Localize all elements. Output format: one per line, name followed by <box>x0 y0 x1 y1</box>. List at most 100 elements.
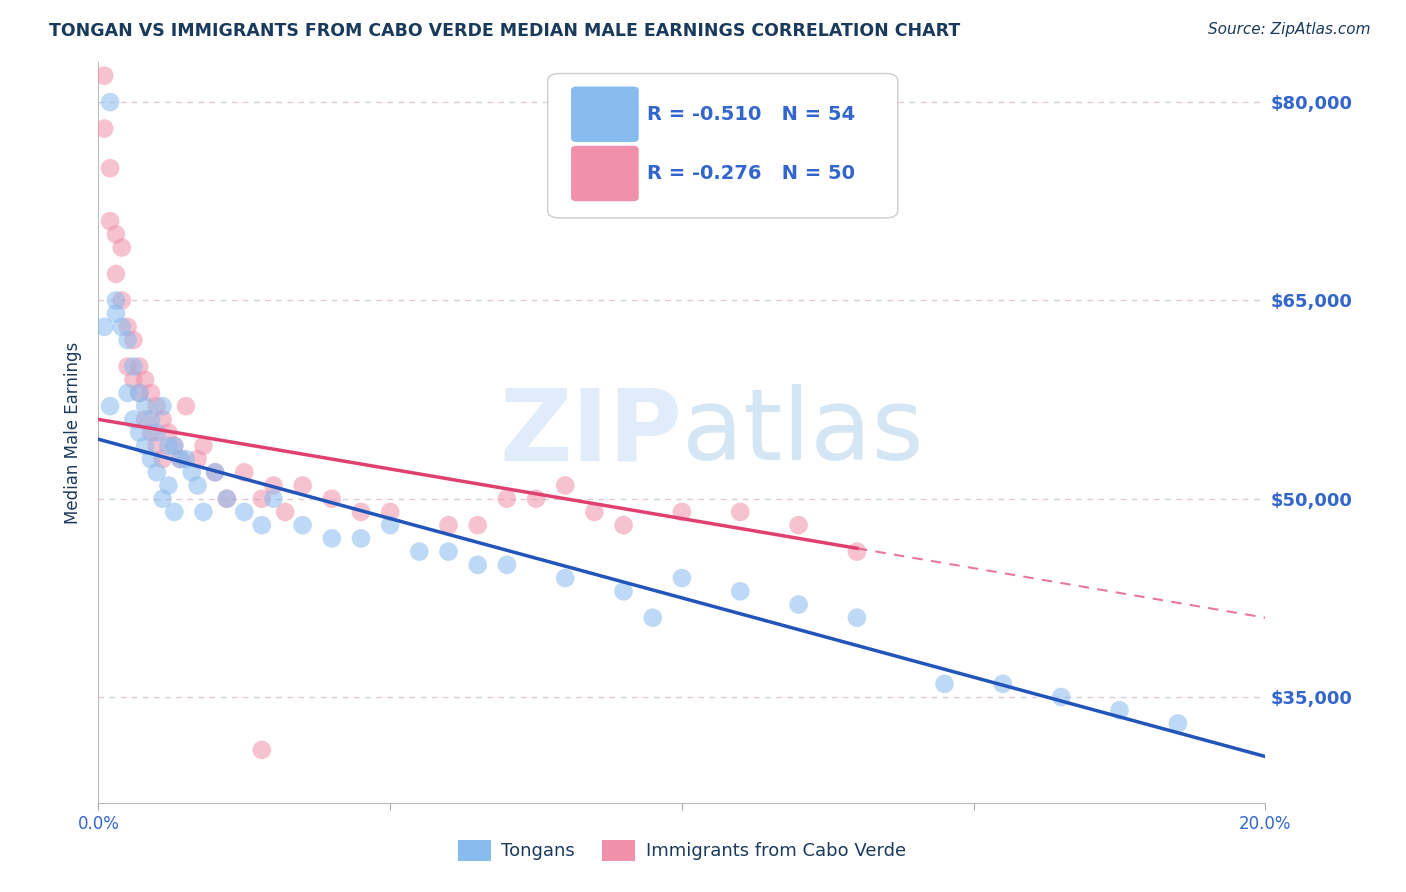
Point <box>152 491 174 506</box>
Point <box>193 505 215 519</box>
Point <box>163 439 186 453</box>
Point <box>554 478 576 492</box>
Point <box>250 743 273 757</box>
Point <box>204 465 226 479</box>
Point <box>117 359 139 374</box>
Point <box>93 121 115 136</box>
Point <box>437 518 460 533</box>
Point <box>1108 703 1130 717</box>
Point <box>467 558 489 572</box>
Text: ZIP: ZIP <box>499 384 682 481</box>
Point <box>111 240 134 255</box>
Point <box>291 478 314 492</box>
Point <box>934 677 956 691</box>
Point <box>93 69 115 83</box>
Point <box>139 412 162 426</box>
Point <box>380 505 402 519</box>
Point <box>128 425 150 440</box>
Point <box>846 544 869 558</box>
Point <box>146 425 169 440</box>
Point <box>93 319 115 334</box>
Point <box>187 478 209 492</box>
Point <box>111 319 134 334</box>
Point <box>169 452 191 467</box>
Point <box>730 584 752 599</box>
Point <box>104 307 127 321</box>
Point <box>671 505 693 519</box>
Point <box>321 491 343 506</box>
Point <box>146 465 169 479</box>
Point <box>122 373 145 387</box>
Point <box>174 399 197 413</box>
Point <box>152 412 174 426</box>
Point <box>1050 690 1073 704</box>
Point <box>496 558 519 572</box>
Point <box>134 439 156 453</box>
Point <box>350 505 373 519</box>
Point <box>250 491 273 506</box>
Point <box>250 518 273 533</box>
Point <box>128 386 150 401</box>
Point <box>233 465 256 479</box>
Point <box>193 439 215 453</box>
Point <box>122 412 145 426</box>
Point <box>157 439 180 453</box>
Point <box>787 598 810 612</box>
Point <box>180 465 202 479</box>
Point <box>174 452 197 467</box>
Point <box>146 399 169 413</box>
Point <box>104 267 127 281</box>
Point <box>524 491 547 506</box>
Point <box>117 386 139 401</box>
FancyBboxPatch shape <box>571 87 638 142</box>
Point <box>583 505 606 519</box>
Text: R = -0.276   N = 50: R = -0.276 N = 50 <box>647 164 855 183</box>
Point <box>134 373 156 387</box>
Point <box>128 386 150 401</box>
Point <box>157 425 180 440</box>
Point <box>467 518 489 533</box>
Point <box>612 584 634 599</box>
Point <box>139 425 162 440</box>
Text: R = -0.510   N = 54: R = -0.510 N = 54 <box>647 104 855 124</box>
Point <box>139 452 162 467</box>
Point <box>233 505 256 519</box>
Point <box>104 227 127 242</box>
Point <box>496 491 519 506</box>
Point <box>787 518 810 533</box>
FancyBboxPatch shape <box>548 73 898 218</box>
Point <box>163 505 186 519</box>
Point <box>274 505 297 519</box>
Legend: Tongans, Immigrants from Cabo Verde: Tongans, Immigrants from Cabo Verde <box>451 832 912 868</box>
Point <box>262 491 284 506</box>
Point <box>1167 716 1189 731</box>
Point <box>215 491 238 506</box>
Point <box>169 452 191 467</box>
Point <box>104 293 127 308</box>
Point <box>612 518 634 533</box>
Point <box>152 452 174 467</box>
Point <box>262 478 284 492</box>
Point <box>117 319 139 334</box>
Point <box>730 505 752 519</box>
Point <box>117 333 139 347</box>
Point <box>204 465 226 479</box>
Text: Source: ZipAtlas.com: Source: ZipAtlas.com <box>1208 22 1371 37</box>
Point <box>408 544 430 558</box>
Point <box>437 544 460 558</box>
Point <box>152 399 174 413</box>
Point <box>111 293 134 308</box>
Point <box>98 399 121 413</box>
Point <box>991 677 1014 691</box>
Point <box>134 412 156 426</box>
Point <box>134 399 156 413</box>
Point <box>321 532 343 546</box>
Y-axis label: Median Male Earnings: Median Male Earnings <box>65 342 83 524</box>
Point <box>163 439 186 453</box>
Text: TONGAN VS IMMIGRANTS FROM CABO VERDE MEDIAN MALE EARNINGS CORRELATION CHART: TONGAN VS IMMIGRANTS FROM CABO VERDE MED… <box>49 22 960 40</box>
Point <box>146 439 169 453</box>
Point <box>122 359 145 374</box>
Point <box>139 386 162 401</box>
Point <box>215 491 238 506</box>
Point <box>554 571 576 585</box>
